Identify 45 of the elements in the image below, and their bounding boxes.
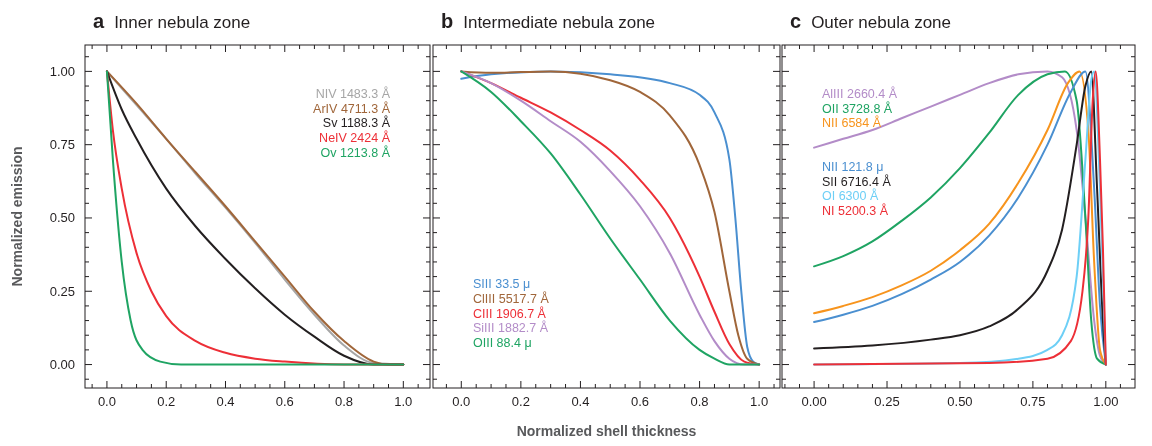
text: Ov 1213.8 Å <box>320 144 391 160</box>
text: OII 3728.8 Å <box>822 100 893 116</box>
x-tick-label: 1.00 <box>1093 394 1119 409</box>
text: NII 6584 Å <box>822 115 882 131</box>
text: NIV 1483.3 Å <box>315 85 391 101</box>
series-label: AlIII 2660.4 Å <box>822 85 898 101</box>
text: CIII 1906.7 Å <box>473 305 547 321</box>
x-tick-label: 0.50 <box>947 394 973 409</box>
text: NeIV 2424 Å <box>319 129 391 145</box>
y-tick-label: 0.50 <box>49 210 75 226</box>
x-tick-label: 0.4 <box>216 394 235 409</box>
x-tick-label: 0.75 <box>1020 394 1046 409</box>
x-tick-label: 0.25 <box>874 394 900 409</box>
x-tick-label: 0.0 <box>452 394 471 409</box>
x-tick-label: 0.6 <box>630 394 650 409</box>
text: ArIV 4711.3 Å <box>313 100 391 116</box>
x-tick-label: 0.4 <box>571 394 590 409</box>
x-axis-title: Normalized shell thickness <box>516 423 697 439</box>
chart-title: c Outer nebula zone <box>790 10 952 32</box>
y-tick-label: 0.00 <box>49 357 75 373</box>
line-series <box>105 70 405 366</box>
x-tick-label: 0.6 <box>275 394 294 409</box>
text: SiIII 1882.7 Å <box>473 320 549 336</box>
x-tick-label: 0.2 <box>511 394 530 409</box>
chart-title: a Inner nebula zone <box>93 10 251 32</box>
y-tick-label: 0.75 <box>49 137 75 153</box>
x-tick-label: 1.0 <box>750 394 769 409</box>
x-tick-label: 0.0 <box>97 394 116 409</box>
x-tick-label: 0.00 <box>801 394 827 409</box>
x-tick-label: 0.2 <box>157 394 176 409</box>
y-tick-label: 1.00 <box>49 63 75 79</box>
text: SIII 33.5 μ <box>473 277 531 292</box>
chart-title: b Intermediate nebula zone <box>441 10 656 32</box>
text: ClIII 5517.7 Å <box>473 291 550 307</box>
x-tick-label: 0.8 <box>690 394 709 409</box>
y-tick-label: 0.25 <box>49 283 75 299</box>
text: NI 5200.3 Å <box>822 203 889 219</box>
x-tick-label: 1.0 <box>394 394 413 409</box>
text: NII 121.8 μ <box>822 160 884 175</box>
text: Sv 1188.3 Å <box>322 115 391 131</box>
text: OI 6300 Å <box>822 188 879 204</box>
text: SII 6716.4 Å <box>822 173 892 189</box>
x-tick-label: 0.8 <box>335 394 354 409</box>
text: OIII 88.4 μ <box>473 336 532 351</box>
y-axis-title: Normalized emission <box>9 146 25 287</box>
